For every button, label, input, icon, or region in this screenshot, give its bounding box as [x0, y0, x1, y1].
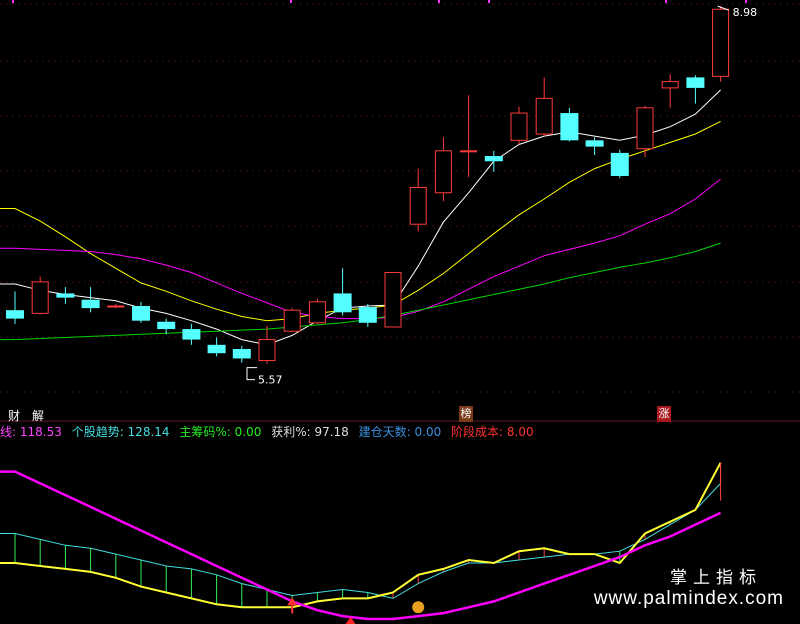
legend-item-profit: 获利%: 97.18: [271, 425, 349, 439]
high-pointer: [717, 5, 729, 11]
candle-body: [333, 293, 352, 313]
candle-body: [661, 81, 679, 89]
candle-body: [132, 306, 150, 321]
indicator-legend: 线: 118.53 个股趋势: 128.14 主筹码%: 0.00 获利%: 9…: [0, 423, 540, 439]
candle-body: [6, 310, 24, 319]
candle-body: [686, 77, 705, 88]
grid-tick: [488, 0, 490, 3]
candle-body: [636, 107, 654, 150]
signal-cai-label: 财: [8, 409, 21, 423]
high-label: 8.98: [733, 6, 758, 19]
candle-body: [610, 152, 629, 176]
candle-body: [560, 113, 579, 141]
candle-body: [384, 271, 402, 328]
candle-body: [182, 329, 201, 340]
coin-marker: [412, 601, 425, 614]
candle-body: [81, 299, 100, 309]
grid-tick: [12, 0, 14, 3]
grid-tick: [665, 0, 667, 3]
ma-line-1: [0, 120, 721, 322]
candle-body: [31, 281, 49, 314]
candle-body: [585, 140, 604, 147]
indicator-main-line: [0, 462, 722, 609]
grid-tick: [438, 0, 440, 3]
signal-zhang-label: 涨: [657, 406, 671, 422]
grid-tick: [745, 0, 747, 3]
bottom-arrow-marker: [345, 617, 356, 624]
candle-body: [107, 305, 125, 308]
ma-line-2: [0, 178, 721, 320]
candle-body: [712, 8, 730, 77]
watermark: 掌上指标 www.palmindex.com: [594, 563, 784, 610]
legend-item-trend: 个股趋势: 128.14: [71, 425, 170, 439]
legend-item-main-chip: 主筹码%: 0.00: [179, 425, 262, 439]
ma-line-0: [0, 89, 721, 346]
candle-body: [283, 309, 301, 332]
candle-body: [232, 349, 251, 359]
ma-line-3: [0, 242, 721, 341]
candle-body: [157, 321, 176, 330]
candle-body: [484, 156, 503, 162]
signal-bang-label: 榜: [459, 406, 473, 422]
watermark-cn: 掌上指标: [670, 568, 762, 587]
watermark-url: www.palmindex.com: [593, 588, 784, 609]
indicator-purple-line: [0, 470, 722, 621]
candle-body: [207, 344, 226, 354]
indicator-trend-line: [0, 483, 721, 599]
legend-item-line: 线: 118.53: [0, 425, 62, 439]
grid-tick: [290, 0, 292, 3]
legend-item-position-days: 建仓天数: 0.00: [358, 425, 442, 439]
candle-body: [358, 307, 377, 323]
candle-body: [308, 301, 326, 324]
low-label: 5.57: [258, 374, 283, 387]
legend-item-stage-cost: 阶段成本: 8.00: [451, 425, 534, 439]
candle-body: [434, 150, 452, 194]
candle-body: [535, 97, 553, 135]
low-pointer: [246, 367, 257, 381]
candle-body: [409, 187, 427, 225]
candle-body: [510, 112, 528, 141]
candle-body: [56, 293, 75, 298]
candle-body: [258, 339, 276, 362]
buy-arrow-marker: [287, 597, 298, 606]
candle-body: [460, 150, 478, 153]
signal-jie-label: 解: [32, 409, 45, 423]
